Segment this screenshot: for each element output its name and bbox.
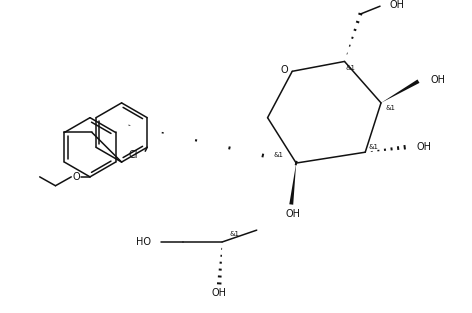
Text: OH: OH: [430, 75, 446, 85]
Text: Cl: Cl: [129, 150, 138, 160]
Text: O: O: [72, 172, 80, 182]
Text: &1: &1: [229, 231, 239, 237]
Text: &1: &1: [346, 65, 355, 71]
Text: OH: OH: [212, 288, 227, 298]
Polygon shape: [381, 80, 420, 103]
Text: OH: OH: [416, 142, 431, 152]
Text: &1: &1: [273, 152, 283, 158]
Text: &1: &1: [368, 144, 378, 150]
Text: OH: OH: [286, 209, 301, 219]
Text: O: O: [280, 65, 288, 75]
Text: OH: OH: [390, 0, 405, 10]
Text: &1: &1: [386, 105, 396, 111]
Polygon shape: [289, 163, 296, 205]
Text: HO: HO: [136, 237, 151, 247]
